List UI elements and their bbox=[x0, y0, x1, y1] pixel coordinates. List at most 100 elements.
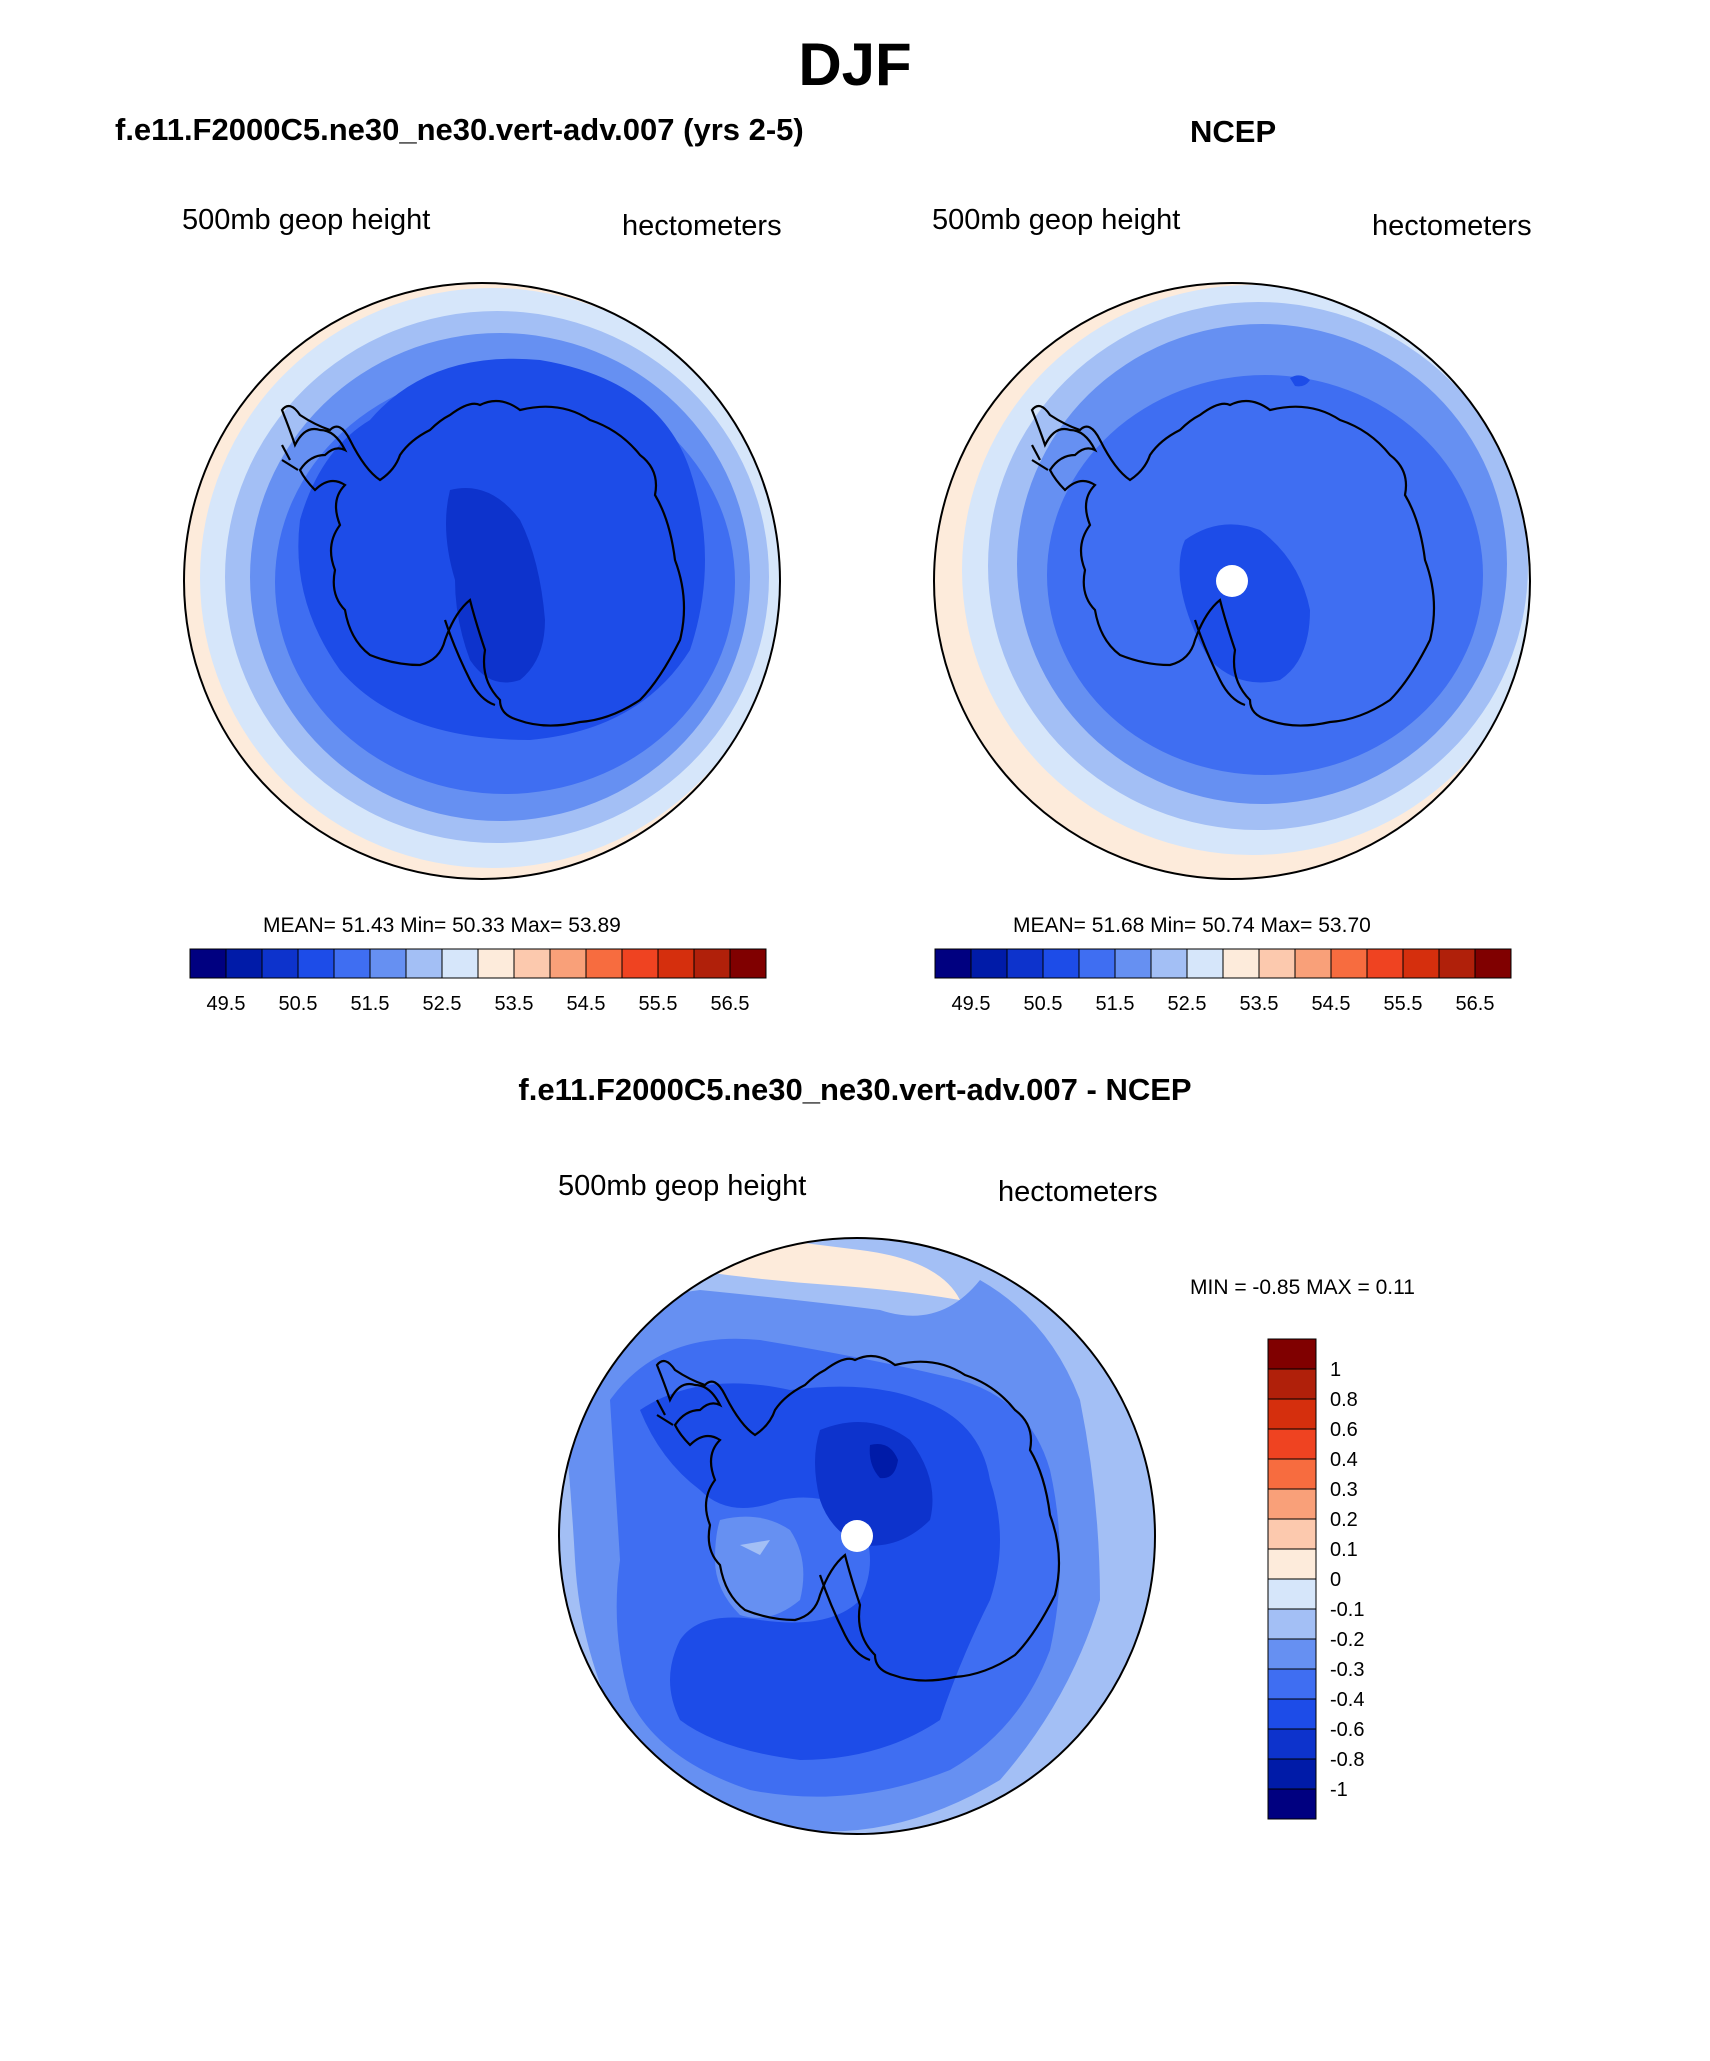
diff-ross-ice-shelf-edge bbox=[818, 1574, 871, 1662]
diff-colorbar-tick-label: -0.1 bbox=[1330, 1599, 1364, 1621]
diff-colorbar-tick-label: 0.8 bbox=[1330, 1389, 1358, 1411]
contour-band-51-spot bbox=[1290, 375, 1310, 387]
figure-title: DJF bbox=[798, 31, 912, 98]
right-map-boundary bbox=[933, 282, 1531, 880]
left-colorbar-swatch bbox=[441, 948, 479, 979]
left-polar-map bbox=[184, 283, 780, 879]
diff-colorbar-swatch bbox=[1267, 1668, 1317, 1700]
diff-colorbar-tick-label: -0.3 bbox=[1330, 1659, 1364, 1681]
diff-coastline-path bbox=[655, 1354, 1061, 1682]
right-colorbar-tick-label: 51.5 bbox=[1096, 993, 1135, 1015]
right-colorbar-swatch bbox=[970, 948, 1008, 979]
left-colorbar-swatch bbox=[549, 948, 587, 979]
right-panel-title: NCEP bbox=[1190, 114, 1277, 149]
left-colorbar-swatch bbox=[477, 948, 515, 979]
diff-band-minus-0-8 bbox=[815, 1422, 933, 1546]
right-colorbar-swatch bbox=[1114, 948, 1152, 979]
diff-colorbar-swatch bbox=[1267, 1338, 1317, 1370]
right-colorbar-tick-label: 52.5 bbox=[1168, 993, 1207, 1015]
left-colorbar-swatch bbox=[333, 948, 371, 979]
diff-colorbar-swatch bbox=[1267, 1578, 1317, 1610]
diff-colorbar: -1 -0.8 -0.6 -0.4 -0.3 -0.2 -0.1 0 0.1 0.2 0.3 0.4 0… bbox=[1267, 1338, 1364, 1820]
diff-colorbar-swatch bbox=[1267, 1758, 1317, 1790]
right-peninsula-islands bbox=[1031, 444, 1049, 471]
left-panel-units-label: hectometers bbox=[622, 210, 782, 242]
diff-colorbar-swatch bbox=[1267, 1458, 1317, 1490]
diff-colorbar-tick-label: 0 bbox=[1330, 1569, 1341, 1591]
diff-colorbar-swatch bbox=[1267, 1788, 1317, 1820]
left-map-boundary bbox=[183, 282, 781, 880]
diff-colorbar-swatch bbox=[1267, 1548, 1317, 1580]
right-colorbar-tick-label: 49.5 bbox=[952, 993, 991, 1015]
diff-band-minus-1 bbox=[869, 1444, 898, 1479]
right-coastline-path bbox=[1030, 399, 1436, 727]
right-ross-ice-shelf-edge bbox=[1193, 619, 1246, 707]
left-colorbar-swatch bbox=[297, 948, 335, 979]
diff-colorbar-tick-label: 0.4 bbox=[1330, 1449, 1358, 1471]
left-colorbar-swatch bbox=[657, 948, 695, 979]
contour-band-50-5 bbox=[446, 488, 545, 683]
right-colorbar-swatch bbox=[934, 948, 972, 979]
right-pole-missing-data bbox=[1216, 565, 1248, 597]
diff-colorbar-swatch bbox=[1267, 1428, 1317, 1460]
left-panel-stats: MEAN= 51.43 Min= 50.33 Max= 53.89 bbox=[263, 914, 621, 937]
left-colorbar-swatch bbox=[693, 948, 731, 979]
diff-colorbar-tick-label: -0.6 bbox=[1330, 1719, 1364, 1741]
right-colorbar-swatch bbox=[1186, 948, 1224, 979]
left-coastline-path bbox=[280, 399, 686, 727]
left-colorbar-tick-label: 52.5 bbox=[423, 993, 462, 1015]
diff-colorbar-tick-label: -0.4 bbox=[1330, 1689, 1364, 1711]
left-colorbar-tick-label: 53.5 bbox=[495, 993, 534, 1015]
diff-colorbar-swatch bbox=[1267, 1608, 1317, 1640]
diff-colorbar-swatch bbox=[1267, 1368, 1317, 1400]
diff-colorbar-swatch bbox=[1267, 1698, 1317, 1730]
diff-colorbar-swatch bbox=[1267, 1728, 1317, 1760]
right-colorbar-swatch bbox=[1258, 948, 1296, 979]
diff-colorbar-tick-label: -0.2 bbox=[1330, 1629, 1364, 1651]
left-colorbar-swatch bbox=[585, 948, 623, 979]
left-peninsula-islands bbox=[281, 444, 299, 471]
right-antarctica-coastline bbox=[1030, 399, 1436, 727]
right-colorbar-tick-label: 54.5 bbox=[1312, 993, 1351, 1015]
left-colorbar-swatch bbox=[369, 948, 407, 979]
right-colorbar-swatch bbox=[1294, 948, 1332, 979]
right-colorbar-swatch bbox=[1474, 948, 1512, 979]
diff-colorbar-swatch bbox=[1267, 1488, 1317, 1520]
diff-colorbar-tick-label: 0.2 bbox=[1330, 1509, 1358, 1531]
left-colorbar-swatch bbox=[513, 948, 551, 979]
right-colorbar-swatch bbox=[1402, 948, 1440, 979]
right-colorbar-tick-label: 53.5 bbox=[1240, 993, 1279, 1015]
diff-antarctica-coastline bbox=[655, 1354, 1061, 1682]
left-colorbar-swatch bbox=[405, 948, 443, 979]
right-colorbar-swatch bbox=[1078, 948, 1116, 979]
left-colorbar-tick-label: 51.5 bbox=[351, 993, 390, 1015]
diff-panel-units-label: hectometers bbox=[998, 1176, 1158, 1208]
contour-band-51 bbox=[1179, 524, 1310, 683]
right-colorbar-tick-label: 55.5 bbox=[1384, 993, 1423, 1015]
left-colorbar: 49.5 50.5 51.5 52.5 53.5 54.5 55.5 56.5 bbox=[189, 948, 767, 1015]
left-colorbar-swatch bbox=[225, 948, 263, 979]
left-colorbar-swatch bbox=[261, 948, 299, 979]
left-colorbar-swatch bbox=[189, 948, 227, 979]
left-colorbar-tick-label: 56.5 bbox=[711, 993, 750, 1015]
left-colorbar-swatch bbox=[729, 948, 767, 979]
diff-panel-stats: MIN = -0.85 MAX = 0.11 bbox=[1190, 1276, 1415, 1299]
left-colorbar-swatch bbox=[621, 948, 659, 979]
right-colorbar-swatch bbox=[1366, 948, 1404, 979]
left-antarctica-coastline bbox=[280, 399, 686, 727]
right-panel-units-label: hectometers bbox=[1372, 210, 1532, 242]
diff-colorbar-swatch bbox=[1267, 1638, 1317, 1670]
diff-peninsula-islands bbox=[656, 1399, 674, 1426]
right-colorbar-swatch bbox=[1006, 948, 1044, 979]
right-colorbar-tick-label: 50.5 bbox=[1024, 993, 1063, 1015]
right-colorbar-swatch bbox=[1150, 948, 1188, 979]
right-colorbar-swatch bbox=[1330, 948, 1368, 979]
right-colorbar-swatch bbox=[1438, 948, 1476, 979]
left-panel-variable-label: 500mb geop height bbox=[182, 204, 431, 236]
diff-map-boundary bbox=[558, 1237, 1156, 1835]
diff-pole-missing-data bbox=[841, 1520, 873, 1552]
diff-colorbar-tick-label: 0.1 bbox=[1330, 1539, 1358, 1561]
right-colorbar-swatch bbox=[1222, 948, 1260, 979]
diff-colorbar-tick-label: 0.6 bbox=[1330, 1419, 1358, 1441]
